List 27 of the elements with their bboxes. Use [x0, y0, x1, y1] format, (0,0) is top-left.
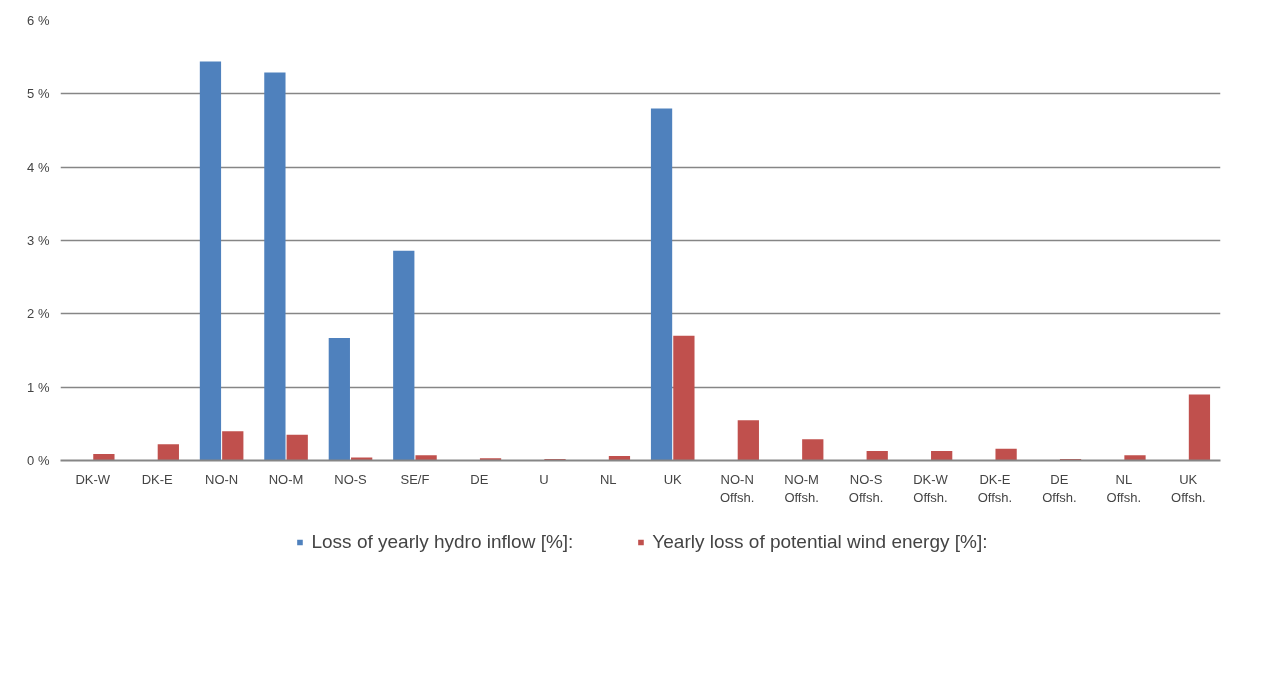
legend-label: Loss of yearly hydro inflow [%]:: [311, 531, 574, 553]
x-tick-label: DE Offsh.: [1042, 471, 1077, 505]
y-tick-label: 6 %: [27, 13, 50, 28]
x-tick-label: NO-N: [205, 471, 239, 487]
y-tick-label: 3 %: [27, 233, 50, 248]
x-tick-label: U: [539, 471, 549, 487]
x-tick-label: DK-E: [141, 471, 174, 487]
x-tick-label: UK: [663, 471, 683, 487]
y-tick-label: 5 %: [27, 86, 50, 102]
y-tick-label: 0 %: [27, 453, 50, 468]
x-tick-label: DK-E Offsh.: [977, 471, 1013, 505]
x-tick-label: NO-S: [334, 471, 368, 487]
y-tick-label: 4 %: [27, 159, 50, 175]
x-tick-label: SE/F: [400, 471, 430, 487]
x-tick-label: DE: [470, 471, 489, 487]
x-tick-label: DK-W Offsh.: [913, 471, 949, 505]
x-tick-label: NO-M: [268, 471, 304, 487]
legend-label: Yearly loss of potential wind energy [%]:: [652, 531, 988, 553]
x-tick-label: NO-M Offsh.: [784, 471, 819, 505]
x-tick-label: NL: [599, 471, 617, 487]
y-tick-label: 1 %: [27, 379, 50, 395]
x-tick-label: NO-N Offsh.: [719, 471, 755, 505]
x-tick-label: UK Offsh.: [1171, 471, 1206, 505]
x-tick-label: NO-S Offsh.: [848, 471, 884, 505]
x-tick-label: DK-W: [75, 471, 111, 487]
x-tick-label: NL Offsh.: [1106, 471, 1142, 505]
y-tick-label: 2 %: [27, 306, 50, 322]
